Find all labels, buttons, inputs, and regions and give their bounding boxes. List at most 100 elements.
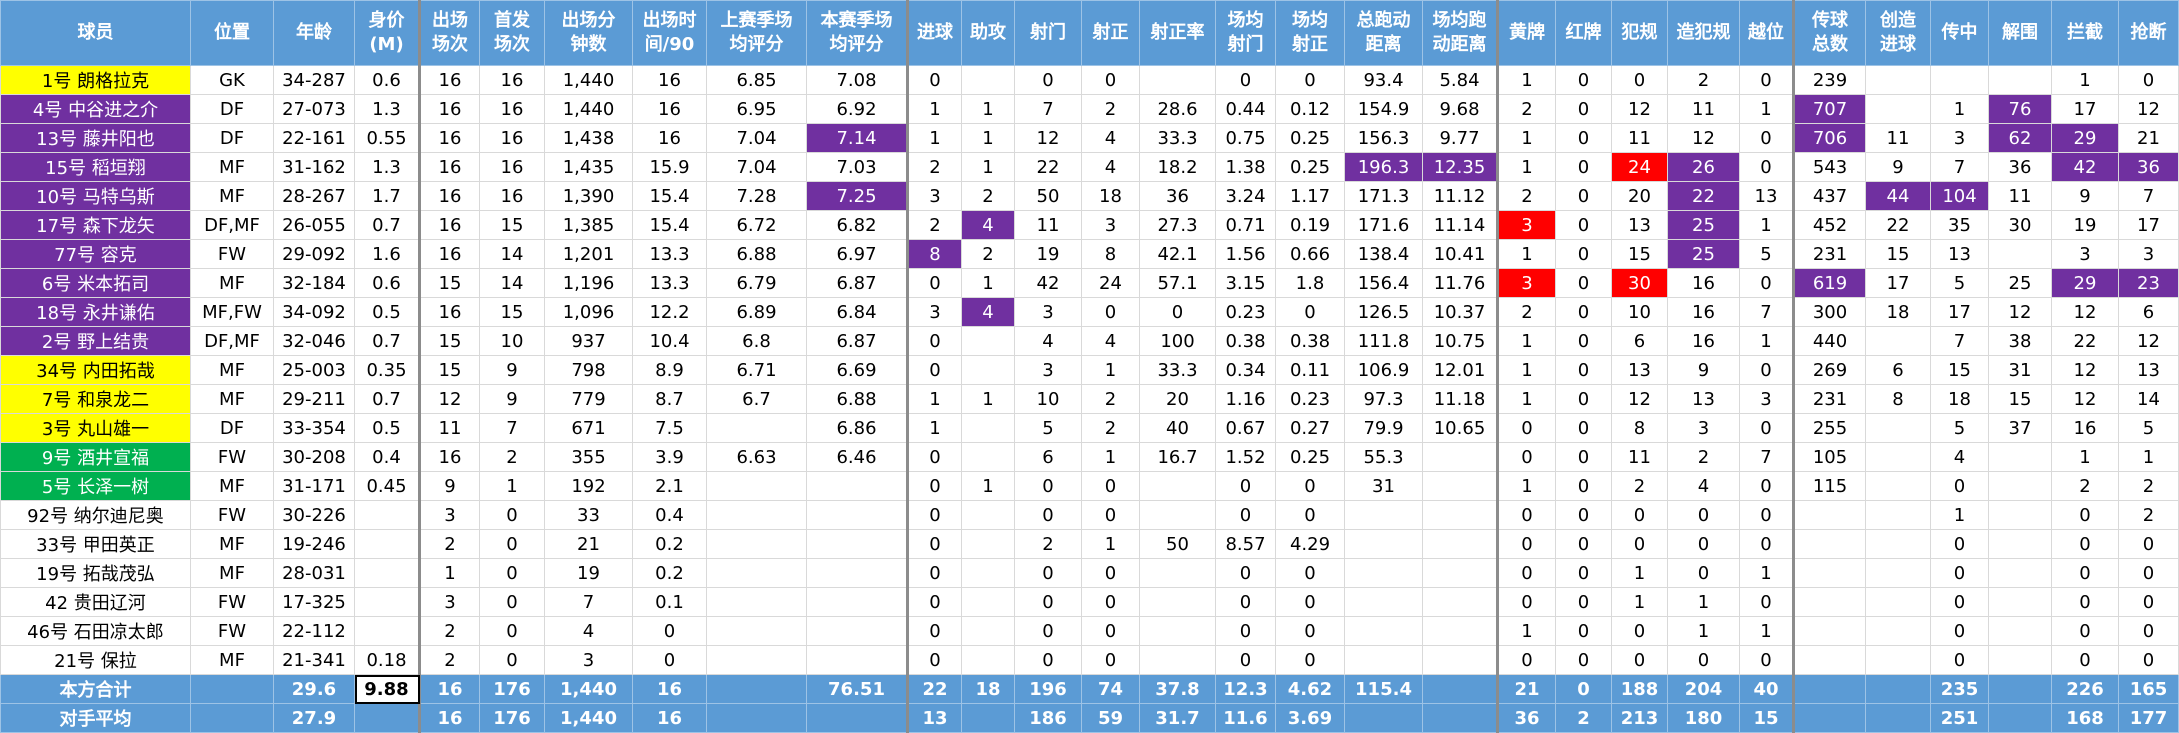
stat-cell: 19-246 — [273, 529, 355, 559]
stat-cell: 1.3 — [354, 152, 420, 182]
stat-cell: 2 — [418, 645, 480, 675]
stat-cell: 9 — [418, 471, 480, 501]
stat-cell: 15 — [1865, 239, 1931, 269]
stat-cell — [706, 529, 807, 559]
stat-cell: 21 — [544, 529, 633, 559]
stat-cell: 19 — [544, 558, 633, 588]
stat-cell: 7 — [544, 587, 633, 617]
stat-cell: 36 — [1988, 152, 2052, 182]
stat-cell: 12.01 — [1422, 355, 1498, 385]
stat-cell: MF — [190, 355, 274, 385]
player-name: 4号 中谷进之介 — [0, 94, 191, 124]
stat-cell: 2 — [1555, 703, 1612, 733]
stat-cell: 10 — [1014, 384, 1082, 414]
stat-cell: 3.9 — [632, 442, 707, 472]
stat-cell — [706, 674, 807, 704]
stat-cell: 19 — [1014, 239, 1082, 269]
stat-cell: 3 — [418, 587, 480, 617]
stat-cell: 10 — [1611, 297, 1668, 327]
stat-cell: 12 — [1611, 94, 1668, 124]
stat-cell: 0 — [1739, 529, 1794, 559]
stat-cell: 16 — [479, 94, 545, 124]
stat-cell — [1422, 442, 1498, 472]
stat-cell: 0 — [1739, 152, 1794, 182]
stat-cell: 0 — [479, 558, 545, 588]
stat-cell: 62 — [1988, 123, 2052, 153]
stat-cell: 100 — [1139, 326, 1216, 356]
stat-cell: 1 — [961, 384, 1015, 414]
stat-cell: 16 — [418, 181, 480, 211]
stat-cell — [1865, 645, 1931, 675]
stat-cell: 9.68 — [1422, 94, 1498, 124]
stat-cell: 2 — [418, 529, 480, 559]
stat-cell: 0 — [1555, 152, 1612, 182]
column-header: 年龄 — [273, 0, 355, 66]
stat-cell — [961, 500, 1015, 530]
stat-cell: 0 — [1555, 471, 1612, 501]
stat-cell: 0 — [2051, 529, 2119, 559]
stat-cell: 1 — [2051, 442, 2119, 472]
column-header: 创造 进球 — [1865, 0, 1931, 66]
stat-cell: 13 — [1739, 181, 1794, 211]
stat-cell: 15 — [1988, 384, 2052, 414]
stat-cell: 31-162 — [273, 152, 355, 182]
stat-cell: 1.16 — [1215, 384, 1276, 414]
stat-cell: 8.57 — [1215, 529, 1276, 559]
stat-cell: 33.3 — [1139, 355, 1216, 385]
stat-cell: 115.4 — [1344, 674, 1423, 704]
stat-cell: 4 — [1930, 442, 1989, 472]
stat-cell: 12 — [1611, 384, 1668, 414]
stat-cell: 1.8 — [1275, 268, 1345, 298]
stat-cell: 0 — [906, 442, 962, 472]
player-row: 21号 保拉 MF 21-341 0.18 2 0 3 0 0 0 0 0 0 0 0 0 0 0 0 0 0 — [0, 645, 2179, 675]
stat-cell — [1865, 558, 1931, 588]
stat-cell: 0 — [2118, 645, 2179, 675]
stat-cell: 0 — [1611, 500, 1668, 530]
player-row: 5号 长泽一树 MF 31-171 0.45 9 1 192 2.1 0 1 0 0 0 0 31 1 0 2 4 0… — [0, 471, 2179, 501]
stat-cell: 21 — [1496, 674, 1556, 704]
stat-cell: 7 — [479, 413, 545, 443]
stat-cell — [1792, 500, 1866, 530]
stat-cell: 0 — [1014, 471, 1082, 501]
stat-cell: 17 — [2118, 210, 2179, 240]
stat-cell: 3 — [1014, 297, 1082, 327]
stat-cell: 226 — [2051, 674, 2119, 704]
stat-cell: 2 — [1496, 94, 1556, 124]
stat-cell — [1422, 471, 1498, 501]
column-header: 场均跑 动距离 — [1422, 0, 1498, 66]
stat-cell — [961, 442, 1015, 472]
stat-cell: 2 — [2118, 500, 2179, 530]
stat-cell: 6.8 — [706, 326, 807, 356]
stat-cell: 115 — [1792, 471, 1866, 501]
stat-cell: FW — [190, 587, 274, 617]
stat-cell: 16.7 — [1139, 442, 1216, 472]
stat-cell: 16 — [418, 65, 480, 95]
stat-cell: 1 — [1081, 529, 1140, 559]
stat-cell — [806, 471, 908, 501]
stat-cell: 15.4 — [632, 181, 707, 211]
player-row: 10号 马特乌斯 MF 28-267 1.7 16 16 1,390 15.4 7.28 7.25… — [0, 181, 2179, 211]
player-row: 77号 容克 FW 29-092 1.6 16 14 1,201 13.3 6.88 6.97 8 2… — [0, 239, 2179, 269]
stat-cell: DF,MF — [190, 326, 274, 356]
stat-cell — [806, 645, 908, 675]
stat-cell: 13 — [906, 703, 962, 733]
stat-cell: 0.35 — [354, 355, 420, 385]
stat-cell: 0.34 — [1215, 355, 1276, 385]
stat-cell: 10.75 — [1422, 326, 1498, 356]
stat-cell: 1,435 — [544, 152, 633, 182]
stat-cell: 8 — [1081, 239, 1140, 269]
player-row: 1号 朗格拉克 GK 34-287 0.6 16 16 1,440 16 6.85 7.08 0 0 0… — [0, 65, 2179, 95]
stat-cell: 16 — [418, 703, 480, 733]
stat-cell: 22-112 — [273, 616, 355, 646]
stat-cell: 29.6 — [273, 674, 355, 704]
stat-cell: 6.82 — [806, 210, 908, 240]
player-name: 13号 藤井阳也 — [0, 123, 191, 153]
stat-cell — [1344, 645, 1423, 675]
stat-cell — [806, 616, 908, 646]
stat-cell: MF,FW — [190, 297, 274, 327]
stat-cell: 1 — [1611, 587, 1668, 617]
stat-cell: 0.12 — [1275, 94, 1345, 124]
stat-cell: 0.25 — [1275, 123, 1345, 153]
stat-cell: 105 — [1792, 442, 1866, 472]
